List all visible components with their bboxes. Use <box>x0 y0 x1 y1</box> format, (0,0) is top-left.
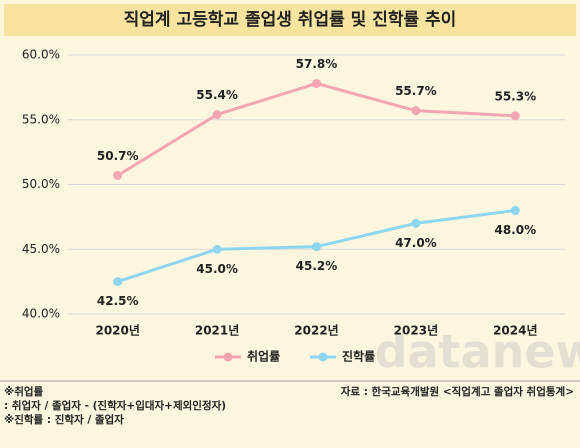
note: ※진학률 : 진학자 / 졸업자 <box>4 413 124 426</box>
data-point <box>312 78 321 88</box>
data-label: 45.2% <box>296 259 338 273</box>
data-point <box>411 106 421 116</box>
y-tick-label: 60.0% <box>22 48 60 62</box>
data-label: 50.7% <box>97 149 139 163</box>
watermark: datanews <box>375 325 580 379</box>
title-band <box>4 4 576 36</box>
source: 자료 : 한국교육개발원 <직업계고 졸업자 취업통계> <box>341 385 574 398</box>
note: : 취업자 / 졸업자 - (진학자+입대자+제외인정자) <box>4 399 226 412</box>
y-tick-label: 55.0% <box>22 112 60 126</box>
data-label: 55.4% <box>196 88 238 102</box>
legend-label: 진학률 <box>342 349 375 364</box>
y-tick-label: 45.0% <box>22 242 60 256</box>
x-tick-label: 2024년 <box>493 324 537 338</box>
data-point <box>212 244 222 254</box>
data-point <box>510 111 520 121</box>
data-label: 57.8% <box>296 57 338 71</box>
legend-marker <box>318 352 328 362</box>
data-point <box>312 242 321 252</box>
y-tick-label: 50.0% <box>22 177 60 191</box>
data-point <box>212 110 222 120</box>
data-point <box>510 205 520 215</box>
x-tick-label: 2022년 <box>294 324 338 338</box>
note: ※취업률 <box>4 385 44 398</box>
x-tick-label: 2021년 <box>195 324 239 338</box>
data-label: 55.3% <box>494 89 536 103</box>
chart-title: 직업계 고등학교 졸업생 취업률 및 진학률 추이 <box>124 9 457 30</box>
data-point <box>113 170 123 180</box>
y-tick-label: 40.0% <box>22 307 60 321</box>
data-point <box>113 277 123 287</box>
data-label: 55.7% <box>395 84 437 98</box>
legend-label: 취업률 <box>247 349 280 364</box>
x-tick-label: 2023년 <box>394 324 438 338</box>
data-point <box>411 218 421 228</box>
legend-marker <box>223 352 233 362</box>
x-tick-label: 2020년 <box>95 324 139 338</box>
data-label: 45.0% <box>196 262 238 276</box>
data-label: 47.0% <box>395 236 437 250</box>
data-label: 48.0% <box>494 223 536 237</box>
data-label: 42.5% <box>97 294 139 308</box>
